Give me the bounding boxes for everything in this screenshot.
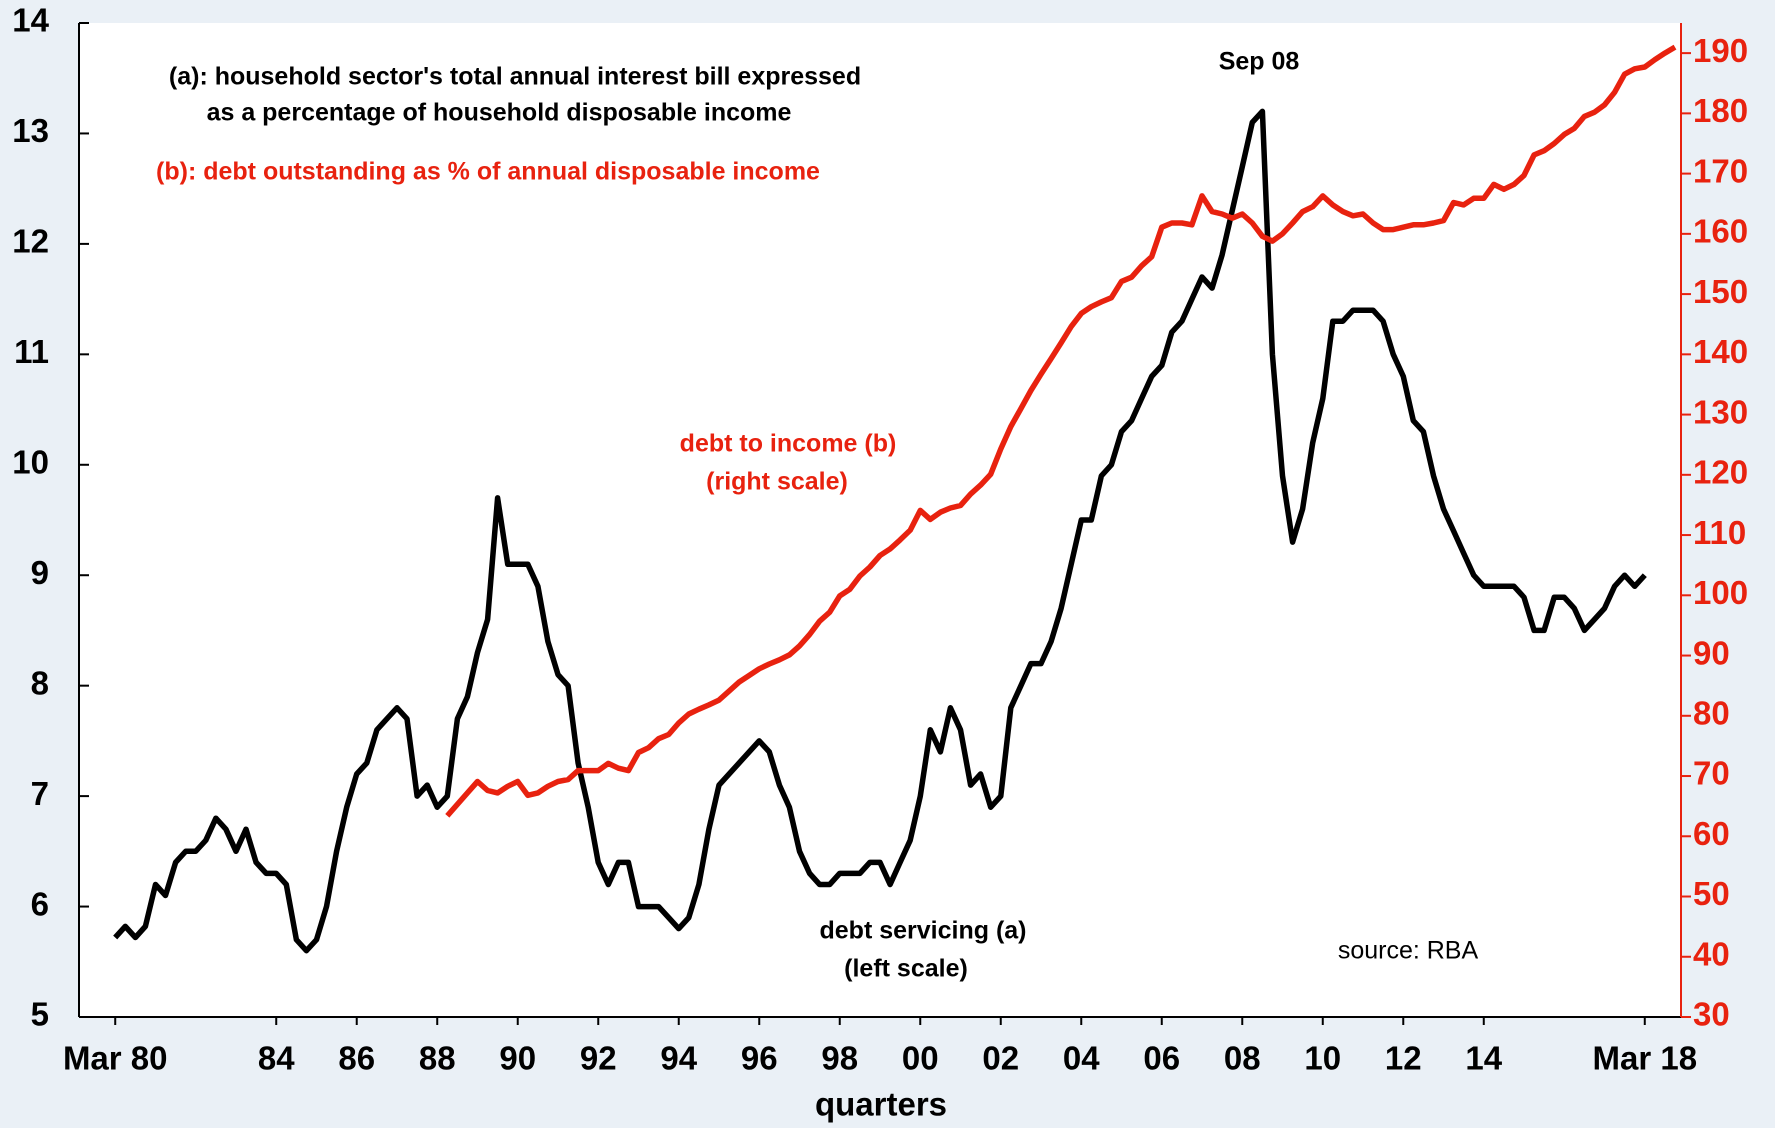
x-tick-label: 06 xyxy=(1143,1040,1180,1077)
y2-tick-label: 90 xyxy=(1693,634,1730,671)
x-tick-label: 10 xyxy=(1304,1040,1341,1077)
x-tick-label: 04 xyxy=(1063,1040,1100,1077)
y-tick-label: 11 xyxy=(14,333,49,370)
x-tick-label: 02 xyxy=(982,1040,1019,1077)
y-tick-label: 5 xyxy=(31,996,49,1033)
y2-tick-label: 30 xyxy=(1693,996,1730,1033)
y-tick-label: 8 xyxy=(31,664,49,701)
y2-tick-label: 60 xyxy=(1693,815,1730,852)
series-line xyxy=(445,44,1677,818)
y2-tick-label: 70 xyxy=(1693,755,1730,792)
x-axis-label: quarters xyxy=(815,1086,947,1123)
annotation: as a percentage of household disposable … xyxy=(207,99,792,127)
y2-tick-label: 130 xyxy=(1693,393,1748,430)
annotation: source: RBA xyxy=(1338,937,1479,965)
y2-tick-label: 100 xyxy=(1693,574,1748,611)
annotation: (right scale) xyxy=(706,468,848,496)
y2-tick-label: 190 xyxy=(1693,32,1748,69)
x-tick-label: 86 xyxy=(338,1040,375,1077)
x-tick-label: 98 xyxy=(821,1040,858,1077)
y2-tick-label: 40 xyxy=(1693,935,1730,972)
y-tick-label: 12 xyxy=(12,223,49,260)
y2-tick-label: 120 xyxy=(1693,454,1748,491)
x-tick-label: 90 xyxy=(499,1040,536,1077)
y-tick-label: 7 xyxy=(31,775,49,812)
x-tick-label: 92 xyxy=(580,1040,617,1077)
y2-tick-label: 170 xyxy=(1693,152,1748,189)
x-tick-label: 88 xyxy=(419,1040,456,1077)
y2-tick-label: 110 xyxy=(1693,514,1746,551)
y-tick-label: 6 xyxy=(31,885,49,922)
annotation: Sep 08 xyxy=(1219,48,1300,76)
y-tick-label: 14 xyxy=(12,2,49,39)
y2-tick-label: 150 xyxy=(1693,273,1748,310)
x-tick-label: 00 xyxy=(902,1040,939,1077)
y2-tick-label: 140 xyxy=(1693,333,1748,370)
y2-tick-label: 50 xyxy=(1693,875,1730,912)
x-tick-label: Mar 80 xyxy=(63,1040,168,1077)
series-label: debt to income (b) xyxy=(680,430,897,458)
plot-area xyxy=(79,23,1681,1017)
y2-tick-label: 160 xyxy=(1693,213,1748,250)
x-tick-label: 14 xyxy=(1465,1040,1502,1077)
y2-tick-label: 80 xyxy=(1693,695,1730,732)
annotation: (b): debt outstanding as % of annual dis… xyxy=(156,158,820,186)
y2-tick-label: 180 xyxy=(1693,92,1748,129)
y-tick-label: 10 xyxy=(12,443,49,480)
series-line xyxy=(113,108,1647,954)
annotation: (a): household sector's total annual int… xyxy=(169,63,861,91)
y-tick-label: 9 xyxy=(31,554,49,591)
annotation: (left scale) xyxy=(844,955,968,983)
x-tick-label: 94 xyxy=(660,1040,697,1077)
x-tick-label: Mar 18 xyxy=(1592,1040,1697,1077)
x-tick-label: 84 xyxy=(258,1040,295,1077)
series-label: debt servicing (a) xyxy=(820,917,1027,945)
x-tick-label: 12 xyxy=(1385,1040,1422,1077)
x-tick-label: 08 xyxy=(1224,1040,1261,1077)
y-tick-label: 13 xyxy=(12,112,49,149)
x-tick-label: 96 xyxy=(741,1040,778,1077)
